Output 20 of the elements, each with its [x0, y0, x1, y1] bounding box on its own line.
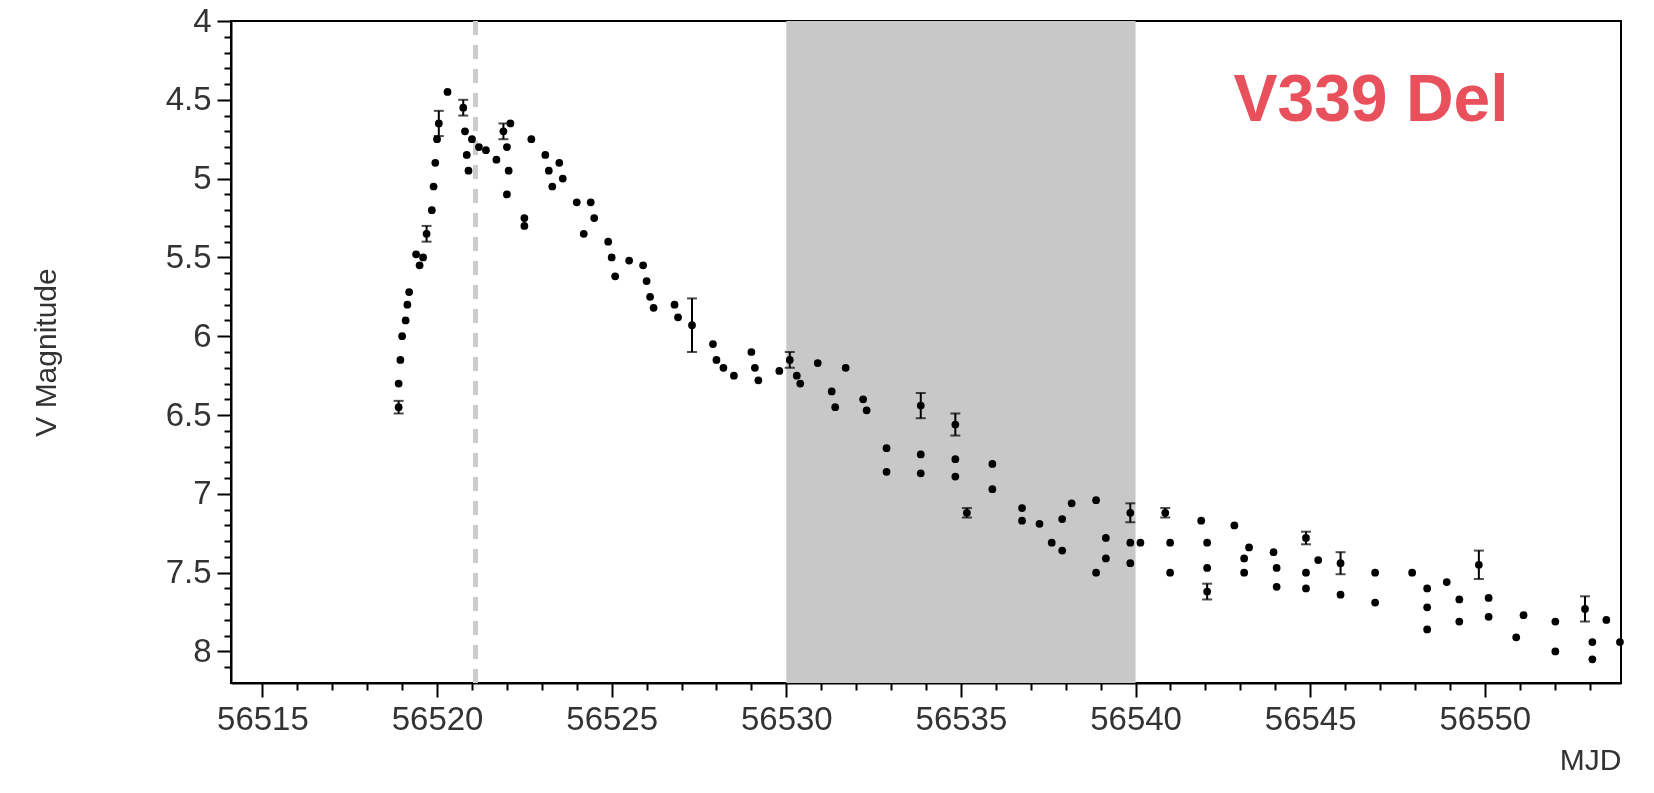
y-tick-label: 7.5 [165, 553, 212, 591]
y-tick-label: 5.5 [165, 237, 212, 275]
x-tick-label: 56525 [566, 699, 659, 737]
x-tick-label: 56520 [391, 699, 484, 737]
x-tick-label: 56540 [1090, 699, 1182, 737]
y-tick-label: 6 [193, 316, 212, 354]
y-tick-label: 5 [193, 159, 212, 197]
x-axis-title: MJD [1559, 742, 1622, 776]
x-tick-label: 56535 [915, 699, 1008, 737]
y-axis-title: V Magnitude [28, 268, 62, 437]
y-tick-label: 6.5 [165, 395, 212, 433]
y-tick-label: 7 [193, 474, 212, 512]
annotation: V339 Del [1233, 61, 1509, 135]
y-tick-label: 8 [193, 631, 212, 669]
x-tick-label: 56545 [1264, 699, 1357, 737]
x-tick-label: 56550 [1439, 699, 1532, 737]
y-tick-label: 4.5 [165, 80, 212, 118]
x-tick-label: 56515 [217, 699, 309, 737]
y-tick-label: 4 [193, 1, 212, 39]
x-tick-label: 56530 [740, 699, 833, 737]
